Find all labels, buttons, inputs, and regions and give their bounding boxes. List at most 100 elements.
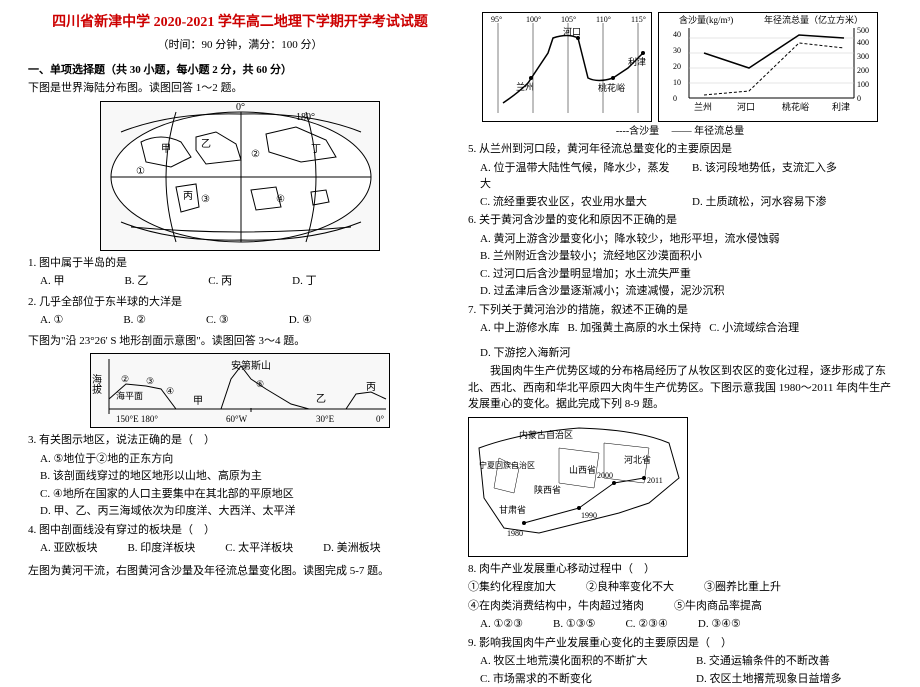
q8-c: C. ②③④ [625, 616, 667, 633]
svg-text:桃花峪: 桃花峪 [782, 101, 809, 112]
svg-text:利津: 利津 [628, 56, 646, 67]
q9-d: D. 农区土地撂荒现象日益增多 [696, 671, 892, 687]
cattle-intro: 我国肉牛生产优势区域的分布格局经历了从牧区到农区的变化过程，逐步形成了东北、西北… [468, 363, 892, 413]
q8-options: A. ①②③ B. ①③⑤ C. ②③④ D. ③④⑤ [480, 616, 892, 633]
q3-b: B. 该剖面线穿过的地区地形以山地、高原为主 [40, 468, 452, 485]
q6-a: A. 黄河上游含沙量变化小；降水较少，地形平坦，流水侵蚀弱 [480, 231, 892, 248]
svg-text:甲: 甲 [161, 144, 171, 155]
q9-stem: 9. 影响我国肉牛产业发展重心变化的主要原因是（ ） [468, 635, 892, 652]
q7-d: D. 下游挖入海新河 [480, 345, 570, 362]
svg-text:河北省: 河北省 [624, 454, 651, 465]
svg-text:山西省: 山西省 [569, 464, 596, 475]
left-column: 四川省新津中学 2020-2021 学年高二地理下学期开学考试试题 （时间：90… [20, 12, 460, 638]
svg-text:年径流总量（亿立方米）: 年径流总量（亿立方米） [764, 14, 863, 25]
svg-text:0°: 0° [236, 102, 245, 113]
q2-a: A. ① [40, 312, 63, 329]
svg-text:海平面: 海平面 [116, 390, 143, 401]
q1-stem: 1. 图中属于半岛的是 [28, 255, 452, 272]
q7-c: C. 小流域综合治理 [709, 320, 799, 337]
svg-text:40: 40 [673, 30, 681, 39]
svg-text:甘肃省: 甘肃省 [499, 504, 526, 515]
svg-text:60°W: 60°W [226, 414, 248, 424]
svg-text:③: ③ [201, 194, 210, 205]
q5-b: B. 该河段地势低，支流汇入多 [692, 160, 892, 193]
chart-svg: 含沙量(kg/m³) 年径流总量（亿立方米） 0 10 20 30 40 0 1… [659, 13, 879, 123]
q5-stem: 5. 从兰州到河口段，黄河年径流总量变化的主要原因是 [468, 141, 892, 158]
q8-b: B. ①③⑤ [553, 616, 595, 633]
svg-text:④: ④ [166, 386, 174, 396]
cattle-map: 内蒙古自治区 宁夏回族自治区 河北省 山西省 陕西省 甘肃省 1980 1990… [468, 417, 688, 557]
page-subtitle: （时间：90 分钟，满分：100 分） [28, 37, 452, 54]
svg-text:乙: 乙 [316, 393, 326, 405]
svg-text:400: 400 [857, 38, 869, 47]
q8-s5: ⑤牛肉商品率提高 [674, 598, 762, 615]
world-map-figure: 0° 180° 甲 ① 乙 丁 ② 丙 ③ ④ [100, 101, 380, 251]
svg-text:含沙量(kg/m³): 含沙量(kg/m³) [679, 14, 733, 25]
q1-b: B. 乙 [124, 273, 148, 290]
svg-text:②: ② [121, 374, 129, 384]
svg-text:1990: 1990 [581, 511, 597, 520]
svg-text:0: 0 [857, 94, 861, 103]
q4-options: A. 亚欧板块 B. 印度洋板块 C. 太平洋板块 D. 美洲板块 [40, 540, 452, 557]
q6-d: D. 过孟津后含沙量逐渐减小；流速减慢，泥沙沉积 [480, 283, 892, 300]
q8-s4: ④在肉类消费结构中，牛肉超过猪肉 [468, 598, 644, 615]
q4-b: B. 印度洋板块 [127, 540, 195, 557]
cattle-svg: 内蒙古自治区 宁夏回族自治区 河北省 山西省 陕西省 甘肃省 1980 1990… [469, 418, 689, 558]
q9-c: C. 市场需求的不断变化 [480, 671, 676, 687]
svg-text:30: 30 [673, 46, 681, 55]
svg-text:200: 200 [857, 66, 869, 75]
svg-text:兰州: 兰州 [516, 81, 534, 92]
world-map-svg: 0° 180° 甲 ① 乙 丁 ② 丙 ③ ④ [101, 102, 381, 252]
svg-text:20: 20 [673, 62, 681, 71]
q4-c: C. 太平洋板块 [225, 540, 293, 557]
svg-text:110°: 110° [596, 15, 611, 24]
q6-b: B. 兰州附近含沙量较小；流经地区沙漠面积小 [480, 248, 892, 265]
svg-text:④: ④ [276, 194, 285, 205]
q5-a: A. 位于温带大陆性气候，降水少，蒸发大 [480, 160, 680, 193]
q7-a: A. 中上游修水库 [480, 320, 559, 337]
svg-text:乙: 乙 [201, 138, 211, 150]
svg-text:100°: 100° [526, 15, 541, 24]
chart-legend: ----含沙量 —— 年径流总量 [468, 124, 892, 139]
page-title: 四川省新津中学 2020-2021 学年高二地理下学期开学考试试题 [28, 12, 452, 33]
svg-text:105°: 105° [561, 15, 576, 24]
q3-c: C. ④地所在国家的人口主要集中在其北部的平原地区 [40, 486, 452, 503]
svg-text:安第斯山: 安第斯山 [231, 359, 271, 372]
svg-text:95°: 95° [491, 15, 502, 24]
svg-text:150°E 180°: 150°E 180° [116, 414, 158, 424]
river-maps-row: 95° 100° 105° 110° 115° 兰州 河口 桃花峪 利津 含沙量… [468, 12, 892, 122]
q8-stem: 8. 肉牛产业发展重心移动过程中（ ） [468, 561, 892, 578]
q2-b: B. ② [123, 312, 146, 329]
q1-c: C. 丙 [208, 273, 232, 290]
q8-s1: ①集约化程度加大 [468, 579, 556, 596]
q8-d: D. ③④⑤ [698, 616, 741, 633]
q2-d: D. ④ [289, 312, 312, 329]
q3-d: D. 甲、乙、丙三海域依次为印度洋、大西洋、太平洋 [40, 503, 452, 520]
svg-text:300: 300 [857, 52, 869, 61]
svg-text:0: 0 [673, 94, 677, 103]
q3-a: A. ⑤地位于②地的正东方向 [40, 451, 452, 468]
svg-text:桃花峪: 桃花峪 [598, 82, 625, 93]
q4-stem: 4. 图中剖面线没有穿过的板块是（ ） [28, 522, 452, 539]
svg-text:2011: 2011 [647, 476, 663, 485]
profile-intro: 下图为"沿 23°26' S 地形剖面示意图"。读图回答 3～4 题。 [28, 333, 452, 350]
svg-text:1980: 1980 [507, 529, 523, 538]
q7-b: B. 加强黄土高原的水土保持 [567, 320, 701, 337]
right-column: 95° 100° 105° 110° 115° 兰州 河口 桃花峪 利津 含沙量… [460, 12, 900, 638]
q8-a: A. ①②③ [480, 616, 523, 633]
q9-b: B. 交通运输条件的不断改善 [696, 653, 892, 670]
svg-text:10: 10 [673, 78, 681, 87]
svg-text:500: 500 [857, 26, 869, 35]
q3-stem: 3. 有关图示地区，说法正确的是（ ） [28, 432, 452, 449]
svg-text:甲: 甲 [193, 396, 203, 407]
profile-figure: 海拔 海平面 安第斯山 ② ③ ④ 甲 ⑤ 乙 丙 150°E 180° 60°… [90, 353, 390, 428]
profile-svg: 海拔 海平面 安第斯山 ② ③ ④ 甲 ⑤ 乙 丙 150°E 180° 60°… [91, 354, 391, 429]
svg-text:陕西省: 陕西省 [534, 484, 561, 495]
intro-q1-2: 下图是世界海陆分布图。读图回答 1～2 题。 [28, 80, 452, 97]
q6-stem: 6. 关于黄河含沙量的变化和原因不正确的是 [468, 212, 892, 229]
svg-text:丁: 丁 [311, 144, 321, 155]
svg-text:0°: 0° [376, 414, 385, 424]
sediment-chart: 含沙量(kg/m³) 年径流总量（亿立方米） 0 10 20 30 40 0 1… [658, 12, 878, 122]
q1-options: A. 甲 B. 乙 C. 丙 D. 丁 [40, 273, 452, 290]
svg-text:河口: 河口 [563, 26, 581, 37]
